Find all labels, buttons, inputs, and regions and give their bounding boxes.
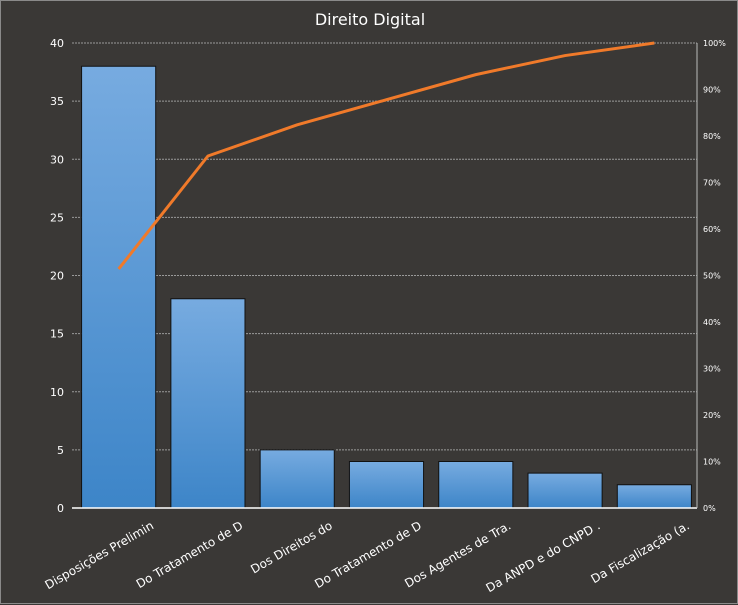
bar [616,484,692,509]
bar [438,461,514,509]
bar [81,65,157,509]
y2-tick-label: 40% [703,318,721,327]
y2-tick-label: 10% [703,458,721,467]
y2-tick-label: 0% [703,504,716,513]
y-tick-label: 35 [50,95,64,108]
bar [348,461,425,509]
y-tick-label: 40 [50,37,64,50]
x-tick-label: Da Fiscalização (a. [588,518,691,586]
y2-tick-label: 100% [703,39,726,48]
y2-tick-label: 60% [703,225,721,234]
bar [259,449,335,509]
bar [170,298,246,509]
chart-title: Direito Digital [315,10,425,29]
bar [527,472,603,509]
y2-tick-label: 80% [703,132,721,141]
y2-tick-label: 20% [703,411,721,420]
y-tick-label: 20 [50,270,64,283]
y-tick-label: 25 [50,211,64,224]
y-tick-label: 0 [57,502,64,515]
y2-tick-label: 90% [703,86,721,95]
x-tick-label: Dos Direitos do [248,518,334,576]
y-tick-label: 15 [50,328,64,341]
y-tick-label: 5 [57,444,64,457]
y2-tick-label: 30% [703,365,721,374]
y2-tick-label: 50% [703,272,721,281]
y-tick-label: 30 [50,153,64,166]
cumulative-line [117,41,655,270]
y2-tick-label: 70% [703,179,721,188]
y-tick-label: 10 [50,386,64,399]
